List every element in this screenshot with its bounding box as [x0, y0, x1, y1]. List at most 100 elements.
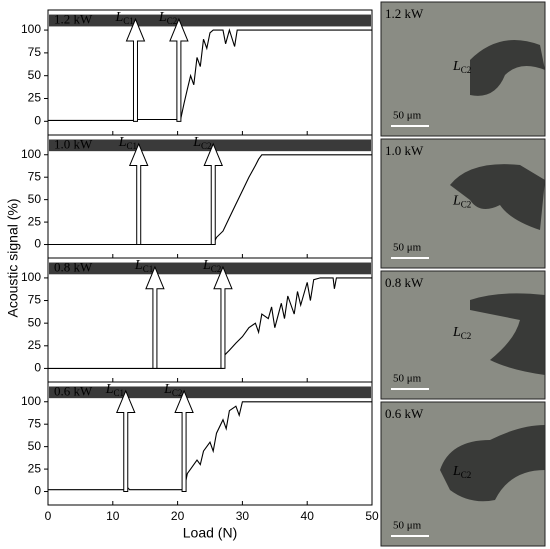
y-tick-label: 75: [28, 169, 42, 183]
critical-load-label: LC2: [452, 59, 471, 75]
label-main: L: [118, 135, 127, 150]
scale-bar-label: 50 μm: [393, 242, 422, 254]
label-main: L: [192, 135, 201, 150]
critical-load-label: LC1: [114, 10, 133, 26]
y-tick-label: 0: [34, 113, 41, 127]
label-subscript: C2: [461, 470, 472, 480]
label-subscript: C2: [167, 16, 178, 26]
label-subscript: C2: [201, 141, 212, 151]
y-tick-label: 50: [28, 439, 42, 453]
signal-line: [48, 28, 372, 121]
label-subscript: C2: [211, 264, 222, 274]
signal-line: [48, 277, 372, 369]
critical-load-arrow: [169, 17, 189, 122]
critical-load-label: LC1: [118, 135, 137, 151]
y-tick-label: 25: [28, 338, 42, 352]
x-tick-label: 10: [106, 509, 120, 523]
micrograph-label: 0.6 kW: [385, 406, 424, 421]
y-tick-label: 100: [21, 147, 41, 161]
label-main: L: [452, 464, 461, 479]
y-tick-label: 75: [28, 416, 42, 430]
y-tick-label: 50: [28, 192, 42, 206]
y-tick-label: 25: [28, 461, 42, 475]
label-main: L: [158, 10, 167, 25]
y-tick-label: 50: [28, 315, 42, 329]
label-subscript: C1: [143, 264, 154, 274]
wear-feature: [470, 40, 545, 96]
y-tick-label: 75: [28, 45, 42, 59]
panel-frame: [47, 9, 373, 136]
scratch-track: [49, 262, 371, 275]
panel-label: 0.6 kW: [54, 383, 93, 398]
critical-load-label: LC2: [452, 194, 471, 210]
y-axis-label: Acoustic signal (%): [5, 198, 21, 317]
label-main: L: [202, 258, 211, 273]
critical-load-arrow: [125, 17, 146, 122]
panel-label: 1.0 kW: [54, 136, 93, 151]
panel-frame: [47, 381, 373, 506]
critical-load-arrow: [174, 389, 194, 493]
panel-label: 1.2 kW: [54, 11, 93, 26]
y-tick-label: 100: [21, 22, 41, 36]
label-main: L: [105, 382, 114, 397]
label-subscript: C2: [461, 65, 472, 75]
x-tick-label: 20: [171, 509, 185, 523]
x-tick-label: 50: [365, 509, 379, 523]
wear-feature: [450, 164, 545, 230]
critical-load-label: LC2: [452, 325, 471, 341]
critical-load-label: LC2: [158, 10, 177, 26]
label-main: L: [114, 10, 123, 25]
critical-load-label: LC1: [105, 382, 124, 398]
label-subscript: C2: [461, 331, 472, 341]
panel-label: 0.8 kW: [54, 259, 93, 274]
label-main: L: [452, 325, 461, 340]
critical-load-label: LC2: [192, 135, 211, 151]
y-tick-label: 0: [34, 484, 41, 498]
critical-load-arrow: [128, 142, 149, 246]
scratch-track: [49, 139, 371, 152]
critical-load-label: LC2: [163, 382, 182, 398]
micrograph-label: 1.0 kW: [385, 143, 424, 158]
label-main: L: [134, 258, 143, 273]
y-tick-label: 50: [28, 68, 42, 82]
y-tick-label: 75: [28, 293, 42, 307]
scale-bar-label: 50 μm: [393, 110, 422, 122]
x-tick-label: 40: [301, 509, 315, 523]
critical-load-label: LC2: [202, 258, 221, 274]
y-tick-label: 0: [34, 237, 41, 251]
wear-feature: [470, 293, 545, 375]
label-subscript: C1: [114, 388, 125, 398]
wear-feature: [440, 425, 545, 502]
signal-line: [48, 401, 372, 491]
scale-bar-label: 50 μm: [393, 373, 422, 385]
micrograph: [380, 1, 546, 137]
y-tick-label: 100: [21, 394, 41, 408]
critical-load-arrow: [116, 389, 136, 493]
critical-load-label: LC2: [452, 464, 471, 480]
label-main: L: [452, 194, 461, 209]
scratch-track: [49, 14, 371, 27]
panel-frame: [47, 257, 373, 383]
label-subscript: C1: [123, 16, 134, 26]
label-subscript: C2: [461, 200, 472, 210]
critical-load-arrow: [145, 265, 165, 369]
label-main: L: [452, 59, 461, 74]
scale-bar-label: 50 μm: [393, 520, 422, 532]
label-subscript: C2: [172, 388, 183, 398]
label-main: L: [163, 382, 172, 397]
label-subscript: C1: [127, 141, 138, 151]
y-tick-label: 25: [28, 214, 42, 228]
x-tick-label: 0: [45, 509, 52, 523]
y-tick-label: 25: [28, 91, 42, 105]
signal-line: [48, 154, 372, 246]
critical-load-arrow: [203, 142, 223, 246]
x-axis-label: Load (N): [183, 525, 237, 541]
y-tick-label: 100: [21, 270, 41, 284]
scratch-track: [49, 386, 371, 399]
micrograph-label: 1.2 kW: [385, 6, 424, 21]
y-tick-label: 0: [34, 361, 41, 375]
micrograph-label: 0.8 kW: [385, 275, 424, 290]
x-tick-label: 30: [236, 509, 250, 523]
critical-load-arrow: [213, 265, 233, 369]
